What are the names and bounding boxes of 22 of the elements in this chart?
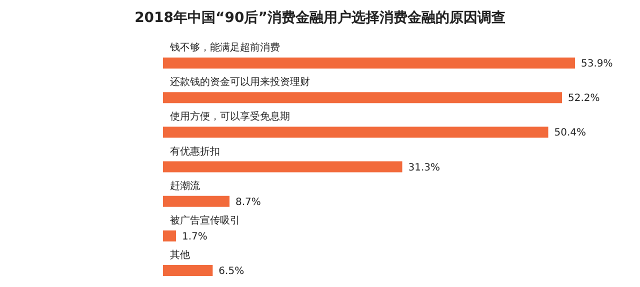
bar (163, 126, 548, 138)
y-tick-label: 使用方便，可以享受免息期 (170, 110, 290, 123)
data-label: 31.3% (408, 162, 440, 174)
data-label: 8.7% (236, 196, 261, 208)
bar (163, 230, 176, 242)
y-tick-label: 还款钱的资金可以用来投资理财 (170, 76, 310, 88)
data-label: 53.9% (581, 58, 613, 70)
y-tick-label: 有优惠折扣 (170, 145, 220, 158)
bar (163, 161, 402, 172)
y-tick-label: 钱不够，能满足超前消费 (169, 42, 280, 54)
y-tick-label: 其他 (170, 249, 190, 261)
data-label: 1.7% (182, 231, 208, 242)
data-label: 52.2% (568, 93, 600, 104)
bar (163, 92, 562, 104)
y-tick-label: 赶潮流 (170, 180, 200, 192)
bar (163, 58, 575, 69)
y-tick-label: 被广告宣传吸引 (170, 214, 240, 226)
bar (163, 196, 230, 207)
chart-title: 2018年中国“90后”消费金融用户选择消费金融的原因调查 (134, 9, 506, 26)
data-label: 50.4% (554, 128, 586, 139)
data-label: 6.5% (218, 266, 244, 277)
bar (163, 265, 213, 276)
